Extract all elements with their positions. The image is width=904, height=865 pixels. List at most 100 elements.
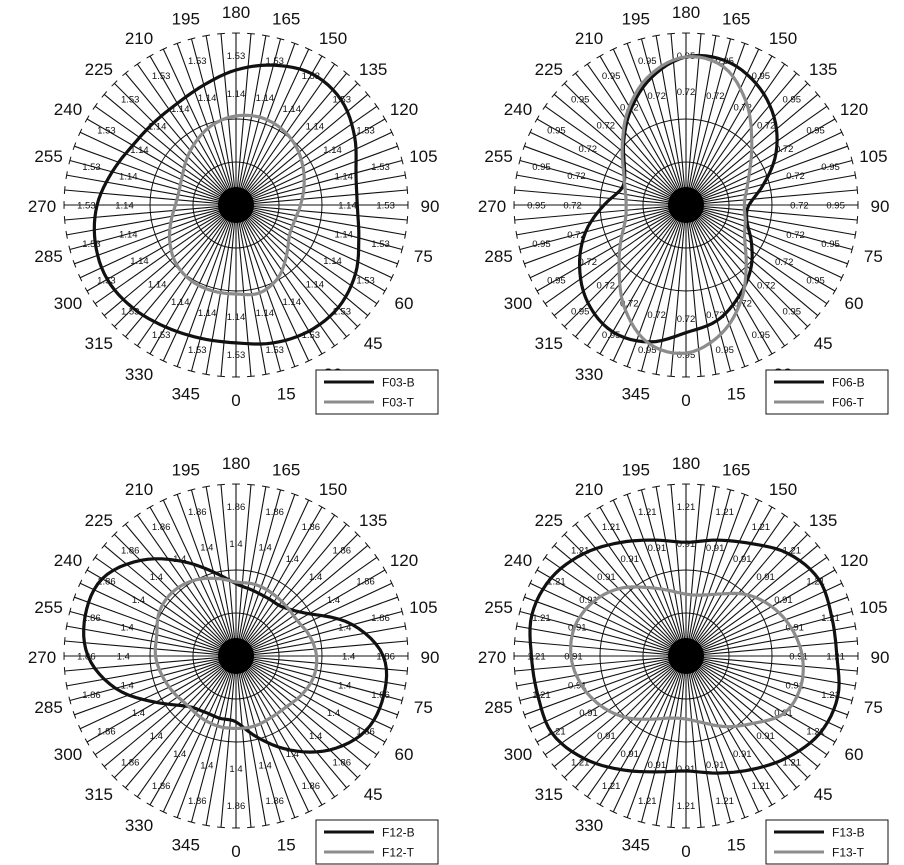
radial-spoke: [524, 206, 681, 265]
angle-label: 255: [34, 147, 62, 166]
radial-spoke: [239, 660, 347, 789]
angle-label: 120: [390, 551, 418, 570]
ring-value-label: 1.4: [327, 708, 340, 719]
radial-spoke: [688, 499, 760, 651]
spoke-end-tick: [513, 637, 516, 645]
spoke-end-tick: [583, 794, 591, 800]
spoke-end-tick: [318, 802, 326, 808]
ring-value-label: 1.4: [286, 749, 299, 760]
ring-value-label: 1.4: [121, 622, 134, 633]
radial-spoke: [241, 610, 403, 655]
angle-label: 210: [125, 480, 153, 499]
radial-spoke: [79, 658, 231, 730]
ring-value-label: 1.86: [227, 801, 246, 812]
radial-spoke: [544, 556, 682, 654]
radial-spoke: [586, 514, 684, 652]
ring-value-label: 1.53: [121, 95, 140, 106]
spoke-end-tick: [364, 763, 371, 770]
spoke-end-tick: [354, 774, 361, 781]
radial-spoke: [691, 625, 856, 656]
spoke-end-tick: [406, 186, 409, 194]
angle-label: 195: [172, 10, 200, 29]
radial-spoke: [190, 489, 235, 651]
ring-value-label: 1.14: [256, 93, 275, 104]
spoke-end-tick: [804, 80, 811, 87]
radial-spoke: [586, 209, 684, 347]
radial-spoke: [239, 523, 347, 652]
ring-value-label: 1.86: [188, 507, 207, 518]
radial-spoke: [86, 118, 232, 203]
angle-label: 105: [859, 598, 887, 617]
ring-value-label: 0.95: [752, 330, 771, 341]
radial-spoke: [691, 656, 856, 687]
radial-spoke: [238, 514, 336, 652]
ring-value-label: 1.53: [333, 306, 352, 317]
spoke-end-tick: [551, 312, 558, 319]
radial-spoke: [136, 63, 234, 201]
ring-value-label: 0.91: [706, 543, 725, 554]
spoke-end-tick: [542, 300, 548, 308]
spoke-end-tick: [824, 102, 830, 110]
radial-spoke: [612, 210, 684, 362]
spoke-end-tick: [522, 593, 527, 602]
ring-value-label: 1.4: [200, 760, 213, 771]
spoke-end-tick: [518, 607, 522, 616]
ring-value-label: 1.86: [121, 546, 140, 557]
spoke-end-tick: [832, 115, 838, 123]
spoke-end-tick: [551, 542, 558, 549]
ring-value-label: 1.14: [130, 145, 149, 156]
spoke-end-tick: [623, 41, 632, 46]
ring-value-label: 0.95: [638, 56, 657, 67]
ring-value-label: 0.91: [706, 760, 725, 771]
spoke-end-tick: [331, 794, 339, 800]
radial-spoke: [599, 506, 684, 652]
spoke-end-tick: [247, 375, 255, 378]
spoke-end-tick: [65, 171, 68, 180]
spoke-end-tick: [72, 142, 77, 151]
radial-spoke: [519, 610, 681, 655]
radial-spoke: [688, 660, 786, 798]
center-hub: [218, 187, 254, 223]
radial-spoke: [655, 210, 686, 375]
angle-label: 270: [28, 648, 56, 667]
ring-value-label: 1.86: [265, 507, 284, 518]
spoke-end-tick: [304, 47, 313, 52]
radial-spoke: [670, 484, 687, 651]
spoke-end-tick: [101, 91, 108, 98]
spoke-end-tick: [832, 566, 838, 574]
radial-spoke: [519, 206, 681, 251]
ring-value-label: 0.72: [677, 87, 696, 98]
radial-spoke: [688, 661, 760, 813]
series-line-f03-t: [167, 113, 306, 297]
radial-spoke: [519, 657, 681, 702]
ring-value-label: 1.14: [227, 312, 246, 323]
ring-value-label: 1.4: [309, 731, 322, 742]
spoke-end-tick: [572, 333, 579, 340]
ring-value-label: 1.53: [265, 56, 284, 67]
spoke-end-tick: [850, 245, 854, 254]
spoke-end-tick: [534, 738, 540, 746]
radial-spoke: [94, 658, 232, 756]
spoke-end-tick: [78, 273, 83, 282]
spoke-end-tick: [187, 820, 196, 824]
spoke-end-tick: [364, 542, 371, 549]
spoke-end-tick: [63, 216, 66, 224]
angle-label: 240: [54, 100, 82, 119]
ring-value-label: 1.14: [171, 297, 190, 308]
spoke-end-tick: [84, 738, 90, 746]
ring-value-label: 1.86: [152, 522, 171, 533]
ring-value-label: 0.72: [775, 144, 794, 155]
spoke-end-tick: [561, 774, 568, 781]
radial-spoke: [236, 35, 267, 200]
spoke-end-tick: [781, 343, 789, 349]
ring-value-label: 1.86: [188, 796, 207, 807]
spoke-end-tick: [92, 751, 98, 759]
radial-spoke: [79, 582, 231, 654]
spoke-end-tick: [159, 809, 168, 814]
spoke-end-tick: [72, 593, 77, 602]
spoke-end-tick: [528, 724, 533, 733]
ring-value-label: 1.4: [132, 708, 145, 719]
radial-spoke: [125, 660, 233, 789]
ring-value-label: 1.21: [547, 726, 566, 737]
